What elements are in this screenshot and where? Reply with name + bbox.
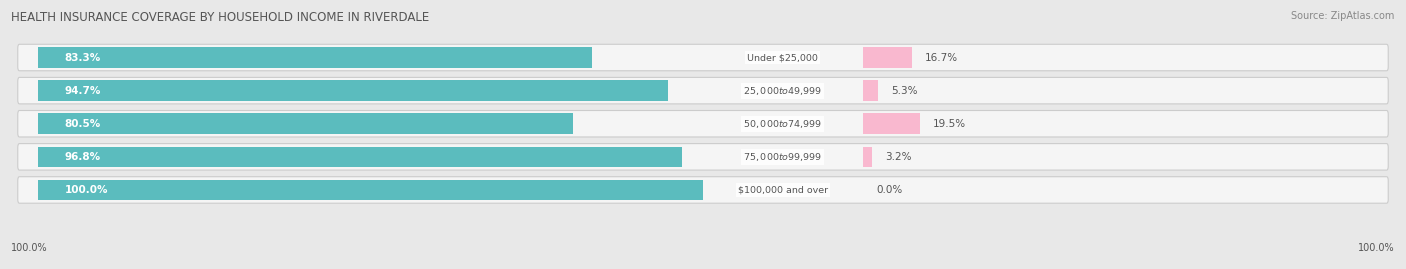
Text: 5.3%: 5.3% — [891, 86, 918, 96]
Bar — [863, 147, 872, 167]
Text: 100.0%: 100.0% — [65, 185, 108, 195]
Text: $25,000 to $49,999: $25,000 to $49,999 — [744, 85, 823, 97]
Text: $75,000 to $99,999: $75,000 to $99,999 — [744, 151, 823, 163]
Bar — [38, 147, 682, 167]
Text: 100.0%: 100.0% — [1358, 243, 1395, 253]
Bar — [38, 180, 703, 200]
Bar — [863, 114, 920, 134]
Text: 83.3%: 83.3% — [65, 52, 101, 62]
FancyBboxPatch shape — [18, 177, 1388, 203]
Text: $100,000 and over: $100,000 and over — [738, 185, 828, 194]
FancyBboxPatch shape — [18, 77, 1388, 104]
Text: 16.7%: 16.7% — [925, 52, 957, 62]
Bar — [38, 47, 592, 68]
FancyBboxPatch shape — [18, 111, 1388, 137]
Text: Source: ZipAtlas.com: Source: ZipAtlas.com — [1291, 11, 1395, 21]
Bar — [863, 47, 911, 68]
Text: 80.5%: 80.5% — [65, 119, 101, 129]
FancyBboxPatch shape — [18, 44, 1388, 71]
Text: 100.0%: 100.0% — [11, 243, 48, 253]
Text: 3.2%: 3.2% — [886, 152, 912, 162]
Text: 94.7%: 94.7% — [65, 86, 101, 96]
Bar — [863, 80, 879, 101]
Bar — [38, 80, 668, 101]
Text: 19.5%: 19.5% — [934, 119, 966, 129]
Bar — [38, 114, 574, 134]
Text: $50,000 to $74,999: $50,000 to $74,999 — [744, 118, 823, 130]
FancyBboxPatch shape — [18, 144, 1388, 170]
Text: 0.0%: 0.0% — [876, 185, 903, 195]
Text: Under $25,000: Under $25,000 — [748, 53, 818, 62]
Text: HEALTH INSURANCE COVERAGE BY HOUSEHOLD INCOME IN RIVERDALE: HEALTH INSURANCE COVERAGE BY HOUSEHOLD I… — [11, 11, 429, 24]
Text: 96.8%: 96.8% — [65, 152, 101, 162]
